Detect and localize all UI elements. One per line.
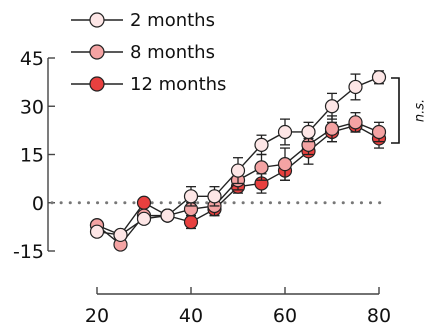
significance-label: n.s. [413, 99, 428, 122]
y-tick-label: 45 [20, 48, 44, 70]
data-point [89, 224, 105, 239]
significance-annotation: n.s. [391, 77, 428, 144]
y-tick-label: 15 [20, 145, 44, 167]
data-point [324, 99, 340, 114]
data-point [324, 121, 340, 136]
data-point [254, 137, 269, 152]
y-axis: 45 30 15 0 -15 [13, 48, 55, 263]
legend: 2 months 8 months 12 months [71, 10, 226, 95]
legend-label: 8 months [130, 42, 215, 63]
legend-marker [89, 76, 105, 92]
series-1 [89, 70, 387, 243]
y-tick-label: -15 [13, 241, 44, 263]
x-axis: 20 40 60 80 [85, 287, 391, 327]
data-point [183, 214, 199, 230]
data-point [207, 189, 222, 204]
x-tick-label: 20 [85, 305, 109, 327]
x-tick-label: 80 [367, 305, 391, 327]
x-tick-label: 60 [273, 305, 297, 327]
x-tick-label: 40 [179, 305, 203, 327]
legend-marker [89, 12, 105, 28]
series-layer [89, 70, 387, 252]
data-point [113, 227, 128, 243]
legend-label: 12 months [130, 74, 226, 95]
y-tick-label: 0 [32, 193, 44, 215]
data-point [136, 195, 152, 210]
data-point [348, 115, 363, 130]
data-point [371, 70, 387, 85]
data-point [160, 208, 175, 223]
data-point [301, 124, 316, 140]
data-point [371, 124, 387, 140]
data-point [230, 163, 246, 178]
data-point [183, 189, 199, 204]
data-point [277, 157, 293, 172]
legend-marker [89, 44, 105, 60]
data-point [348, 79, 363, 95]
data-point [277, 124, 293, 140]
data-point [254, 160, 269, 175]
data-point [136, 211, 152, 226]
legend-label: 2 months [130, 10, 215, 31]
significance-bracket [391, 77, 400, 144]
y-tick-label: 30 [20, 96, 44, 118]
